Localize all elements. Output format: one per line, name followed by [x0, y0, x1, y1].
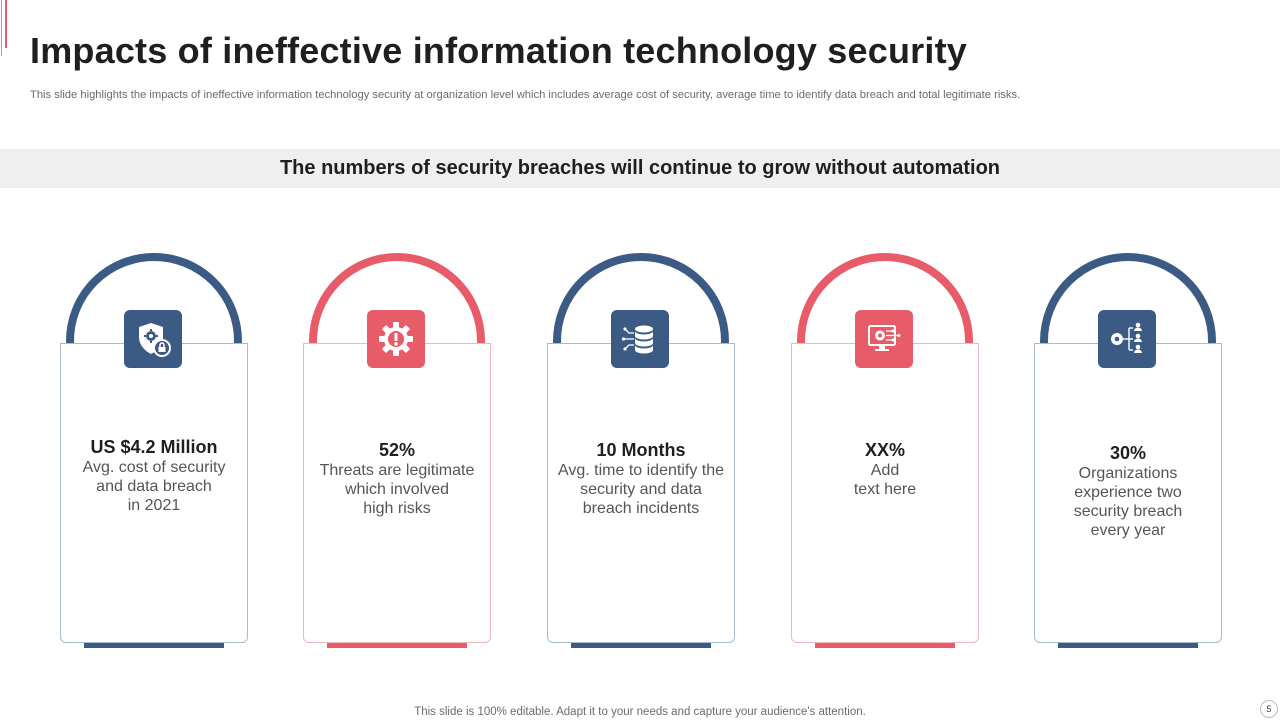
card-time: 10 Months Avg. time to identify the secu…	[547, 253, 735, 649]
card-value: 10 Months	[596, 440, 686, 460]
card-base-bar	[84, 643, 224, 648]
gear-alert-icon	[367, 310, 425, 368]
card-box	[1034, 343, 1222, 643]
card-description: Threats are legitimate which involved hi…	[319, 462, 475, 517]
card-value: XX%	[864, 440, 906, 460]
card-value: US $4.2 Million	[90, 437, 218, 457]
card-description: Avg. time to identify the security and d…	[557, 462, 724, 517]
card-breach-frequency: 30% Organizations experience two securit…	[1034, 253, 1222, 649]
card-threats: 52% Threats are legitimate which involve…	[303, 253, 491, 649]
card-box	[791, 343, 979, 643]
card-base-bar	[327, 643, 467, 648]
slide-subtitle: This slide highlights the impacts of ine…	[30, 89, 1021, 101]
gear-users-network-icon	[1098, 310, 1156, 368]
shield-gear-lock-icon	[124, 310, 182, 368]
card-base-bar	[815, 643, 955, 648]
monitor-gear-icon	[855, 310, 913, 368]
card-value: 52%	[378, 440, 416, 460]
card-placeholder: XX% Add text here	[791, 253, 979, 649]
card-cost: US $4.2 Million Avg. cost of security an…	[60, 253, 248, 649]
card-box	[60, 343, 248, 643]
card-base-bar	[1058, 643, 1198, 648]
footer-note: This slide is 100% editable. Adapt it to…	[414, 706, 866, 718]
card-value: 30%	[1109, 443, 1147, 463]
card-base-bar	[571, 643, 711, 648]
banner-text: The numbers of security breaches will co…	[279, 157, 1001, 179]
slide-title: Impacts of ineffective information techn…	[30, 30, 967, 71]
card-description: Avg. cost of security and data breach in…	[82, 459, 226, 514]
card-description: Add text here	[853, 462, 917, 498]
banner: The numbers of security breaches will co…	[0, 149, 1280, 188]
accent-line-gray	[1, 0, 2, 56]
card-box	[547, 343, 735, 643]
page-number: 5	[1260, 700, 1278, 718]
card-box	[303, 343, 491, 643]
accent-line-red	[5, 0, 7, 48]
card-description: Organizations experience two security br…	[1073, 465, 1183, 539]
database-network-icon	[611, 310, 669, 368]
